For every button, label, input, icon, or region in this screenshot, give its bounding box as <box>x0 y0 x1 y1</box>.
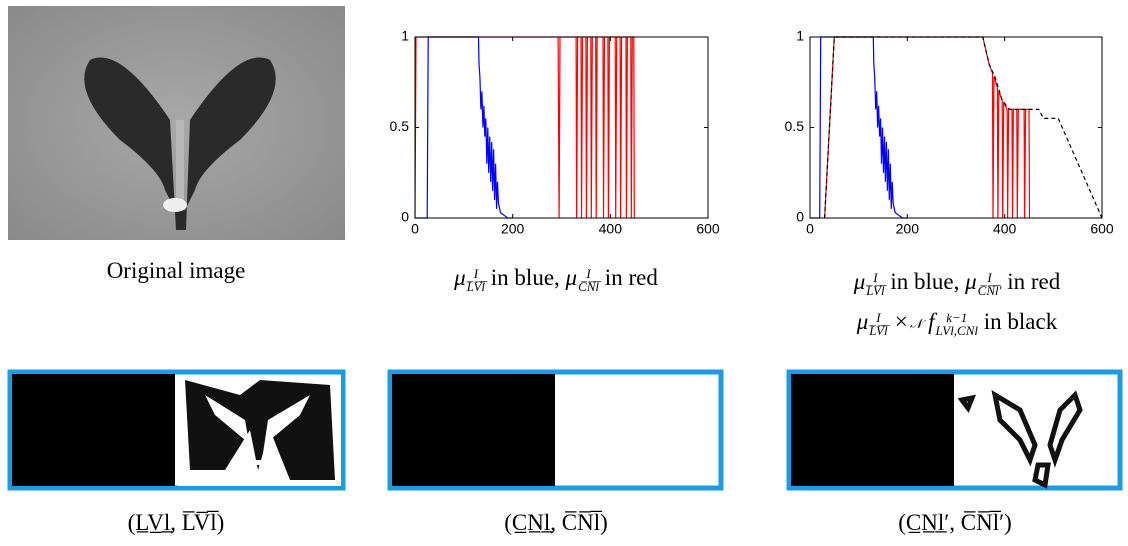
caption-text: in red <box>599 265 658 290</box>
data-line <box>415 37 513 218</box>
caption-text: (C̲N̲l̲, C̅N̅l̅) <box>504 510 608 535</box>
panel-caption: (C̲N̲l̲′, C̅N̅l̅′) <box>898 508 1012 538</box>
plot-frame <box>810 37 1102 218</box>
superscript: I <box>978 271 1002 284</box>
chart: 0 200 400 600 0 0.5 1 <box>785 28 1114 237</box>
superscript: k−1 <box>936 311 979 324</box>
panel-1 <box>10 372 343 488</box>
subscript: L̅V̅l̅ <box>467 280 485 293</box>
panel-caption: (L̲V̲l̲, L̅V̅l̅) <box>128 508 225 538</box>
y-tick-label: 1 <box>401 28 409 44</box>
x-tick-label: 200 <box>896 221 920 237</box>
y-tick-label: 1 <box>796 28 804 44</box>
x-tick-label: 600 <box>1090 221 1114 237</box>
math-base: μ <box>965 269 977 294</box>
subscript: L̅V̅l̅ <box>869 324 887 337</box>
subscript: LVl,CNl <box>936 324 979 337</box>
caption-text: Original image <box>107 258 246 283</box>
x-tick-label: 0 <box>411 221 419 237</box>
superscript: I <box>866 271 884 284</box>
caption-text: in black <box>978 309 1057 334</box>
x-tick-label: 200 <box>501 221 525 237</box>
panel-2 <box>390 372 721 488</box>
caption-text: (L̲V̲l̲, L̅V̅l̅) <box>128 510 225 535</box>
y-tick-label: 0 <box>401 209 409 225</box>
caption-text: in red <box>1001 269 1060 294</box>
x-tick-label: 600 <box>696 221 720 237</box>
math-base: f <box>922 309 934 334</box>
caption-text: (C̲N̲l̲′, C̅N̅l̅′) <box>898 510 1012 535</box>
caption-text: in blue, <box>885 269 966 294</box>
script-stack: 𝒩 <box>910 317 922 330</box>
subscript: C̅N̅l̅ <box>578 280 599 293</box>
figure: 0 200 400 600 0 0.5 1 0 200 400 600 0 0.5 1 Original … <box>0 0 1128 546</box>
septum <box>176 120 184 200</box>
y-tick-label: 0.5 <box>785 118 805 134</box>
x-tick-label: 400 <box>599 221 623 237</box>
image-caption: Original image <box>107 256 246 286</box>
subscript: C̅N̅l̅′ <box>978 284 1002 297</box>
chart: 0 200 400 600 0 0.5 1 <box>390 28 720 237</box>
data-line <box>825 37 1102 218</box>
subscript: 𝒩 <box>910 317 922 330</box>
bright-spot <box>163 198 187 212</box>
panel-caption: (C̲N̲l̲, C̅N̅l̅) <box>504 508 608 538</box>
x-tick-label: 400 <box>993 221 1017 237</box>
math-base: μ <box>854 269 866 294</box>
data-line <box>810 37 907 218</box>
y-tick-label: 0.5 <box>390 118 410 134</box>
math-base: × <box>888 309 909 334</box>
subscript: L̅V̅l̅ <box>866 284 884 297</box>
math-base: μ <box>454 265 466 290</box>
superscript: I <box>467 267 485 280</box>
caption-text: in blue, <box>485 265 566 290</box>
superscript: I <box>869 311 887 324</box>
plot-frame <box>415 37 708 218</box>
x-tick-label: 0 <box>806 221 814 237</box>
math-base: μ <box>566 265 578 290</box>
data-line <box>415 37 634 218</box>
superscript: I <box>578 267 599 280</box>
math-base: μ <box>857 309 869 334</box>
data-line <box>825 37 1030 218</box>
y-tick-label: 0 <box>796 209 804 225</box>
panel-3 <box>789 372 1120 488</box>
